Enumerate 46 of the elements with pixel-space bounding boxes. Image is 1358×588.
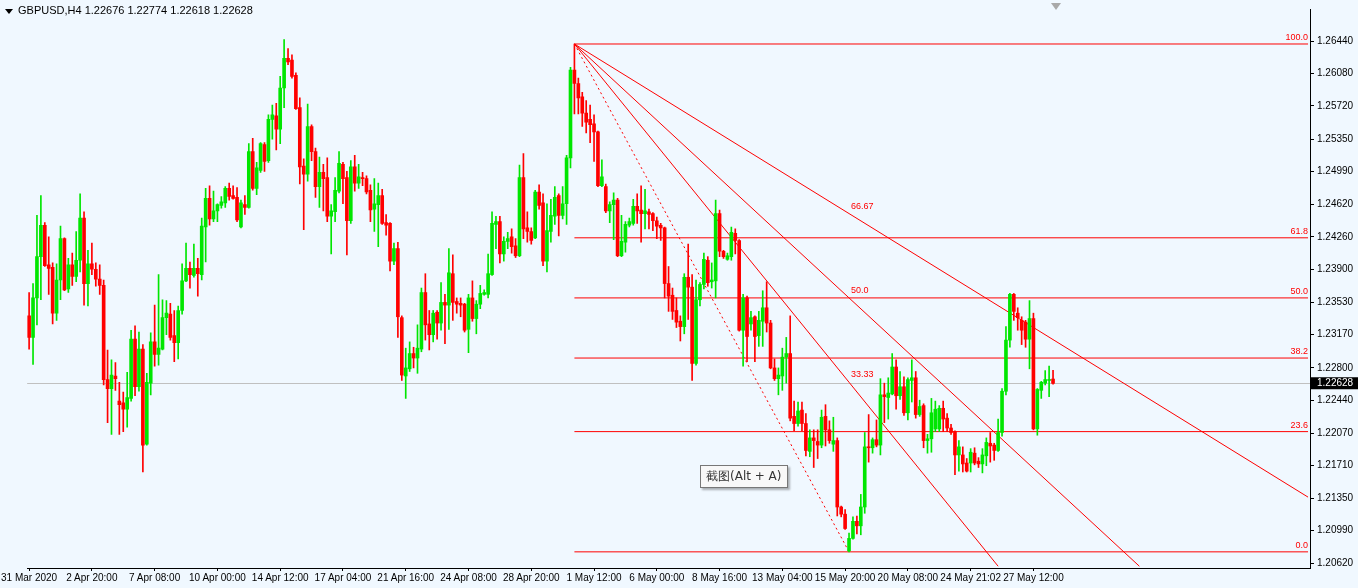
y-tick-label: 1.24990 xyxy=(1317,165,1354,177)
series-label: 33.33 xyxy=(851,369,874,380)
ref-line-label: 1.22628 xyxy=(1317,377,1354,389)
y-tick-label: 1.23900 xyxy=(1317,262,1354,274)
x-tick-label: 31 Mar 2020 xyxy=(1,571,58,583)
x-tick-label: 28 Apr 20:00 xyxy=(502,571,561,583)
chart-title: GBPUSD,H4 1.22676 1.22774 1.22618 1.22628 xyxy=(18,4,253,16)
x-tick-label: 20 May 08:00 xyxy=(877,571,939,583)
x-tick-label: 21 Apr 16:00 xyxy=(377,571,435,583)
y-tick-label: 1.25720 xyxy=(1317,99,1354,111)
annotation: 截图(Alt + A) xyxy=(700,465,788,488)
x-tick-label: 2 Apr 20:00 xyxy=(66,571,118,583)
series-label: 0.0 xyxy=(1295,539,1308,550)
y-tick-label: 1.26080 xyxy=(1317,67,1354,79)
x-tick-label: 27 May 12:00 xyxy=(1003,571,1065,583)
y-tick-label: 1.20620 xyxy=(1317,557,1354,569)
x-tick-label: 24 Apr 08:00 xyxy=(440,571,498,583)
series-label: 38.2 xyxy=(1290,346,1308,357)
y-tick-label: 1.22440 xyxy=(1317,393,1354,405)
series-label: 23.6 xyxy=(1290,419,1308,430)
y-tick-label: 1.24620 xyxy=(1317,198,1354,210)
y-tick-label: 1.23530 xyxy=(1317,296,1354,308)
x-tick-label: 6 May 00:00 xyxy=(629,571,685,583)
x-tick-label: 24 May 21:02 xyxy=(940,571,1002,583)
y-tick-label: 1.21710 xyxy=(1317,459,1354,471)
y-tick-label: 1.22800 xyxy=(1317,361,1354,373)
x-tick-label: 15 May 20:00 xyxy=(814,571,876,583)
series-label: 50.0 xyxy=(1290,285,1308,296)
y-tick-label: 1.26440 xyxy=(1317,35,1354,47)
y-tick-label: 1.20990 xyxy=(1317,524,1354,536)
series-label: 50.0 xyxy=(851,284,869,295)
x-tick-label: 17 Apr 04:00 xyxy=(314,571,372,583)
series-label: 66.67 xyxy=(851,200,874,211)
y-tick-label: 1.25350 xyxy=(1317,132,1354,144)
x-tick-label: 7 Apr 08:00 xyxy=(129,571,181,583)
y-tick-label: 1.21350 xyxy=(1317,491,1354,503)
y-tick-label: 1.23170 xyxy=(1317,328,1354,340)
x-tick-label: 1 May 12:00 xyxy=(566,571,622,583)
x-tick-label: 13 May 04:00 xyxy=(752,571,814,583)
series-label: 61.8 xyxy=(1290,225,1308,236)
x-tick-label: 10 Apr 00:00 xyxy=(189,571,247,583)
y-tick-label: 1.24260 xyxy=(1317,230,1354,242)
x-tick-label: 8 May 16:00 xyxy=(692,571,748,583)
series-label: 100.0 xyxy=(1285,31,1308,42)
x-tick-label: 14 Apr 12:00 xyxy=(251,571,309,583)
y-tick-label: 1.22070 xyxy=(1317,427,1354,439)
